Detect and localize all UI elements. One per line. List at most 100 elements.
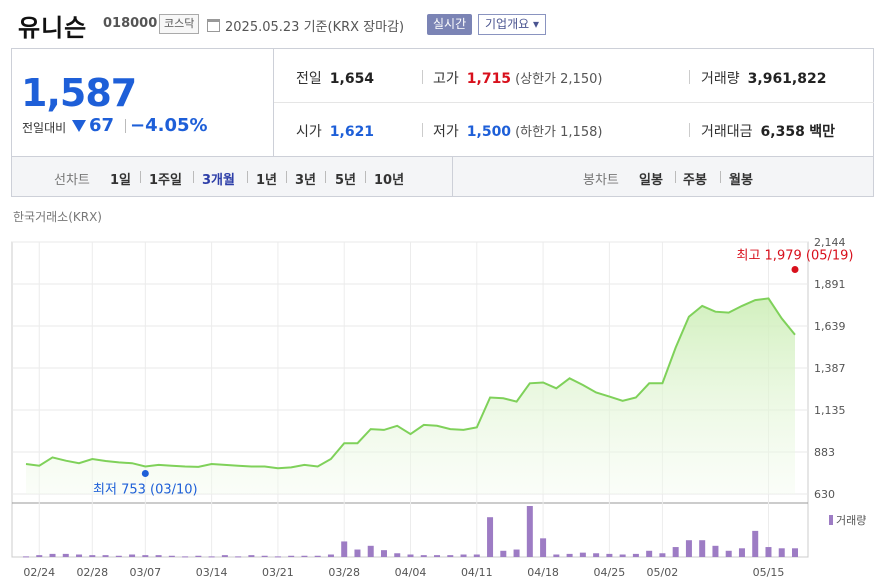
volume-label: 거래량 xyxy=(701,71,740,87)
price-chart: 2,144 1,891 1,639 1,387 1,135 883 630 02/24 02/2… xyxy=(11,236,866,579)
divider xyxy=(365,171,366,183)
low-point-marker xyxy=(141,470,149,478)
volume-bar xyxy=(341,541,348,557)
volume-bar xyxy=(62,553,69,557)
volume-legend-label: 거래량 xyxy=(836,514,866,527)
change-value: 67 xyxy=(89,115,115,136)
volume-bar xyxy=(142,555,149,557)
volume-bar xyxy=(76,554,83,557)
company-info-dropdown[interactable]: 기업개요 ▾ xyxy=(478,14,546,35)
volume-bar xyxy=(460,554,467,557)
volume-bar xyxy=(407,554,414,557)
x-tick-label: 04/25 xyxy=(594,566,626,579)
x-tick-label: 05/15 xyxy=(753,566,785,579)
high-value: 1,715 xyxy=(466,71,512,87)
basis-text: 기준(KRX 장마감) xyxy=(303,20,405,35)
volume-bar xyxy=(420,555,427,557)
volume-bar xyxy=(579,552,586,557)
low-annotation: 최저 753 (03/10) xyxy=(93,483,198,498)
realtime-button[interactable]: 실시간 xyxy=(427,14,473,35)
volume-bar xyxy=(102,555,109,557)
volume-bar xyxy=(500,550,507,557)
lower-limit: (하한가 1,158) xyxy=(515,125,603,140)
x-tick-label: 05/02 xyxy=(647,566,679,579)
volume-bar xyxy=(619,554,626,557)
period-3y[interactable]: 3년 xyxy=(295,173,317,188)
volume-bar xyxy=(208,556,215,558)
price-line xyxy=(25,297,796,470)
high-label: 고가 xyxy=(433,71,459,87)
volume-bar xyxy=(89,555,96,557)
volume-bar xyxy=(672,547,679,557)
volume-legend-swatch xyxy=(829,515,833,525)
candle-monthly[interactable]: 월봉 xyxy=(729,173,753,188)
volume-bar xyxy=(314,555,321,557)
volume-bar xyxy=(646,550,653,557)
volume-bar xyxy=(566,553,573,557)
y-tick-label: 1,639 xyxy=(814,320,846,333)
volume-bar xyxy=(36,555,43,557)
volume-cell: 거래량 3,961,822 xyxy=(701,68,826,88)
divider xyxy=(452,157,453,196)
amount-label: 거래대금 xyxy=(701,124,753,140)
current-price: 1,587 xyxy=(21,71,137,115)
volume-bar xyxy=(725,550,732,557)
period-5y[interactable]: 5년 xyxy=(335,173,357,188)
volume-bar xyxy=(606,553,613,557)
prev-close-label: 전일 xyxy=(296,71,322,87)
volume-bar xyxy=(274,556,281,558)
amount-unit: 백만 xyxy=(809,124,836,140)
y-tick-label: 1,387 xyxy=(814,362,846,375)
volume-bar xyxy=(168,555,175,557)
volume-bar xyxy=(487,517,494,557)
volume-bar xyxy=(434,555,441,557)
volume-bar xyxy=(473,554,480,557)
y-tick-label: 2,144 xyxy=(814,236,846,249)
open-cell: 시가 1,621 xyxy=(296,121,374,141)
current-price-panel: 1,587 전일대비 67 −4.05% xyxy=(12,49,274,156)
high-point-marker xyxy=(791,265,799,273)
exchange-label: 한국거래소(KRX) xyxy=(13,210,102,224)
price-area xyxy=(26,298,795,494)
candle-weekly[interactable]: 주봉 xyxy=(683,173,707,188)
divider xyxy=(689,123,690,137)
divider xyxy=(675,171,676,183)
volume-bar xyxy=(526,506,533,557)
down-arrow-icon xyxy=(72,120,86,132)
period-3m[interactable]: 3개월 xyxy=(202,173,235,188)
volume-bar xyxy=(367,545,374,557)
line-chart-label: 선차트 xyxy=(54,173,90,188)
divider xyxy=(422,70,423,84)
candle-daily[interactable]: 일봉 xyxy=(639,173,663,188)
volume-bar xyxy=(752,530,759,557)
divider xyxy=(286,171,287,183)
prev-close-cell: 전일 1,654 xyxy=(296,68,374,88)
stock-name: 유니슨 xyxy=(18,14,88,42)
volume-bar xyxy=(182,556,189,558)
divider xyxy=(140,171,141,183)
row-divider xyxy=(274,102,874,103)
divider xyxy=(422,123,423,137)
x-tick-label: 02/24 xyxy=(23,566,55,579)
volume-bar xyxy=(248,555,255,557)
stock-code: 018000 xyxy=(103,16,158,31)
y-tick-label: 1,891 xyxy=(814,278,846,291)
x-tick-label: 03/21 xyxy=(262,566,294,579)
volume-bar xyxy=(778,548,785,557)
period-10y[interactable]: 10년 xyxy=(374,173,405,188)
volume-bar xyxy=(288,555,295,557)
volume-bar xyxy=(659,553,666,557)
volume-bar xyxy=(513,549,520,557)
low-value: 1,500 xyxy=(466,124,512,140)
divider xyxy=(325,171,326,183)
period-1y[interactable]: 1년 xyxy=(256,173,278,188)
x-tick-label: 04/18 xyxy=(527,566,559,579)
x-tick-label: 03/14 xyxy=(196,566,228,579)
price-summary: 1,587 전일대비 67 −4.05% 전일 1,654 고가 1,715 (상한가… xyxy=(11,48,874,157)
period-1d[interactable]: 1일 xyxy=(110,173,132,188)
period-1w[interactable]: 1주일 xyxy=(149,173,182,188)
market-badge: 코스닥 xyxy=(159,14,200,34)
volume-value: 3,961,822 xyxy=(747,71,827,87)
chart-period-bar: 선차트 1일 1주일 3개월 1년 3년 5년 10년 봉차트 일봉 주봉 월봉 xyxy=(11,157,874,197)
volume-bar xyxy=(447,555,454,557)
